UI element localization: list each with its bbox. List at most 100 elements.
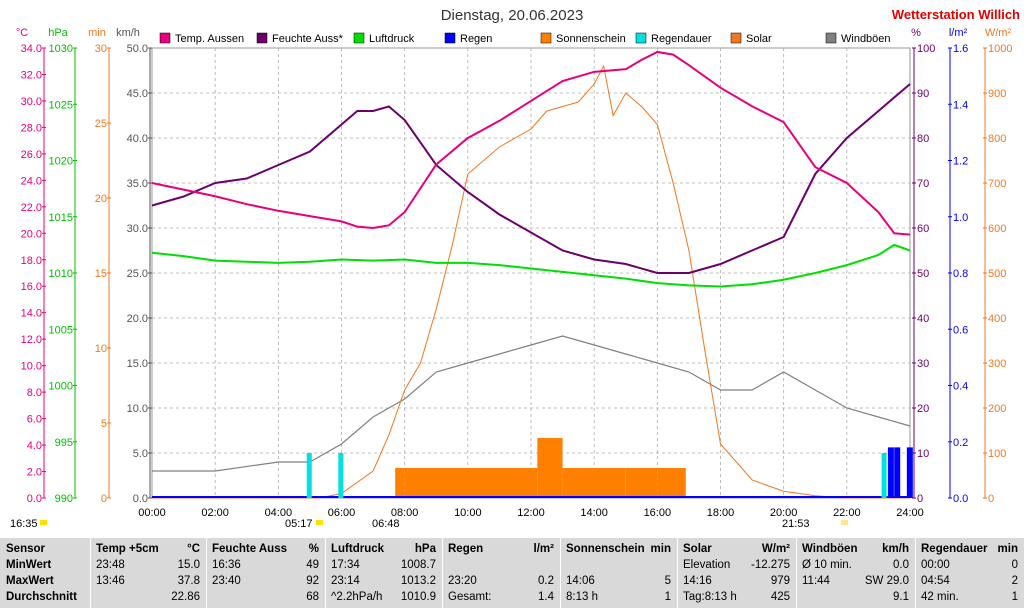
- legend-label: Temp. Aussen: [175, 33, 244, 45]
- column-separator: [442, 538, 443, 608]
- pressure-tick-label: 1025: [49, 99, 73, 111]
- sunshine-bar: [625, 468, 658, 498]
- cell-title: Sonnenschein: [566, 543, 645, 555]
- cell-title: Luftdruck: [331, 543, 385, 555]
- legend-label: Regendauer: [651, 33, 712, 45]
- cell-max_v: 5: [664, 575, 671, 587]
- wind-tick-label: 30.0: [127, 223, 148, 235]
- sunrise-icon: [316, 520, 323, 525]
- temp-tick-label: 28.0: [21, 122, 42, 134]
- pressure-tick-label: 1015: [49, 212, 73, 224]
- humidity-unit-label: %: [911, 27, 921, 39]
- stats-column-wind: Windböen km/h Ø 10 min. 0.0 11:44 SW 29.0 9.1: [796, 538, 915, 608]
- cell-unit: l/m²: [533, 543, 554, 555]
- cell-avg_t: 8:13 h: [566, 591, 598, 603]
- legend: Temp. Aussen Feuchte Auss* Luftdruck Regen S…: [159, 32, 891, 45]
- cell-min_v: -12.275: [750, 559, 790, 571]
- column-separator: [796, 538, 797, 608]
- temp-tick-label: 30.0: [21, 96, 42, 108]
- cell-avg_t: 42 min.: [921, 591, 959, 603]
- solar-tick-label: 300: [988, 358, 1006, 370]
- stats-column-hum: Feuchte Auss% 16:36 49 23:40 92 68: [206, 538, 325, 608]
- cell-max_v: 979: [770, 575, 790, 587]
- regendauer-bar: [881, 453, 887, 498]
- column-separator: [325, 538, 326, 608]
- humidity-tick-label: 60: [917, 223, 929, 235]
- sensor-header: Sensor: [6, 543, 45, 555]
- solar-tick-label: 800: [988, 133, 1006, 145]
- minutes-tick-label: 0: [101, 493, 107, 505]
- stats-column-rdur: Regendauer min 00:00 0 04:54 2 42 min. 1: [915, 538, 1024, 608]
- column-separator: [206, 538, 207, 608]
- minutes-tick-label: 30: [95, 43, 107, 55]
- column-separator: [90, 538, 91, 608]
- x-tick-label: 10:00: [454, 507, 482, 519]
- legend-swatch: [540, 32, 552, 44]
- cell-max_t: 14:16: [683, 575, 712, 587]
- temp-tick-label: 32.0: [21, 69, 42, 81]
- solar-tick-label: 0: [988, 493, 994, 505]
- cell-title: Solar: [683, 543, 712, 555]
- solar-tick-label: 200: [988, 403, 1006, 415]
- x-tick-label: 12:00: [517, 507, 545, 519]
- solar-tick-label: 700: [988, 178, 1006, 190]
- rain-bar: [906, 447, 913, 498]
- rain-unit-label: l/m²: [949, 27, 968, 39]
- cell-title: Feuchte Auss: [212, 543, 287, 555]
- temp-tick-label: 24.0: [21, 175, 42, 187]
- cell-min_t: 16:36: [212, 559, 241, 571]
- cell-avg_v: 425: [770, 591, 790, 603]
- stats-column-temp: Temp +5cm °C 23:48 15.0 13:46 37.8 22.86: [90, 538, 206, 608]
- column-separator: [560, 538, 561, 608]
- cell-min_t: 00:00: [921, 559, 950, 571]
- rain-tick-label: 1.2: [953, 156, 968, 168]
- cell-max_v: SW 29.0: [864, 575, 909, 587]
- series-temp-aussen: [151, 50, 911, 236]
- cell-unit: %: [308, 543, 319, 555]
- temp-tick-label: 12.0: [21, 334, 42, 346]
- sunrise-label: 05:17: [285, 518, 313, 530]
- cell-title: Windböen: [802, 543, 858, 555]
- cell-avg_t: Tag:8:13 h: [683, 591, 737, 603]
- wind-tick-label: 20.0: [127, 313, 148, 325]
- rain-tick-label: 0.4: [953, 381, 968, 393]
- cell-max_v: 37.8: [177, 575, 200, 587]
- humidity-tick-label: 30: [917, 358, 929, 370]
- x-tick-label: 20:00: [770, 507, 798, 519]
- solar-tick-label: 1000: [988, 43, 1012, 55]
- legend-label: Feuchte Auss*: [272, 33, 344, 45]
- cell-unit: °C: [187, 543, 200, 555]
- legend-swatch: [444, 32, 456, 44]
- wind-tick-label: 35.0: [127, 178, 148, 190]
- grid: [151, 47, 911, 499]
- cell-avg_v: 1: [1011, 591, 1018, 603]
- temp-tick-label: 34.0: [21, 43, 42, 55]
- cell-min_v: 0: [1011, 559, 1018, 571]
- legend-swatch: [730, 32, 742, 44]
- legend-swatch: [159, 32, 171, 44]
- cell-max_t: 23:40: [212, 575, 241, 587]
- wind-tick-label: 45.0: [127, 88, 148, 100]
- humidity-tick-label: 20: [917, 403, 929, 415]
- rain-tick-label: 0.6: [953, 324, 968, 336]
- stats-column-sun: Sonnenschein min 14:06 5 8:13 h 1: [560, 538, 677, 608]
- sunset-icon: [841, 520, 848, 525]
- pressure-tick-label: 995: [55, 437, 73, 449]
- stats-column-solar: Solar W/m² Elevation -12.275 14:16 979 Tag:8:1…: [677, 538, 796, 608]
- wind-tick-label: 15.0: [127, 358, 148, 370]
- rain-tick-label: 0.8: [953, 268, 968, 280]
- rain-tick-label: 1.4: [953, 99, 968, 111]
- minutes-tick-label: 15: [95, 268, 107, 280]
- cell-avg_t: Gesamt:: [448, 591, 492, 603]
- sun-icon: [40, 520, 47, 525]
- temp-tick-label: 26.0: [21, 149, 42, 161]
- sunshine-bar: [657, 468, 686, 498]
- axes: 00:00 02:00 04:00 06:00 08:00 10:00 12:00 14:00…: [21, 43, 1013, 519]
- temp-tick-label: 6.0: [27, 414, 42, 426]
- legend-label: Solar: [746, 33, 772, 45]
- mark-label: 06:48: [372, 518, 400, 530]
- legend-swatch: [635, 32, 647, 44]
- wind-tick-label: 25.0: [127, 268, 148, 280]
- cell-avg_v: 22.86: [171, 591, 200, 603]
- series-luftdruck: [151, 243, 911, 288]
